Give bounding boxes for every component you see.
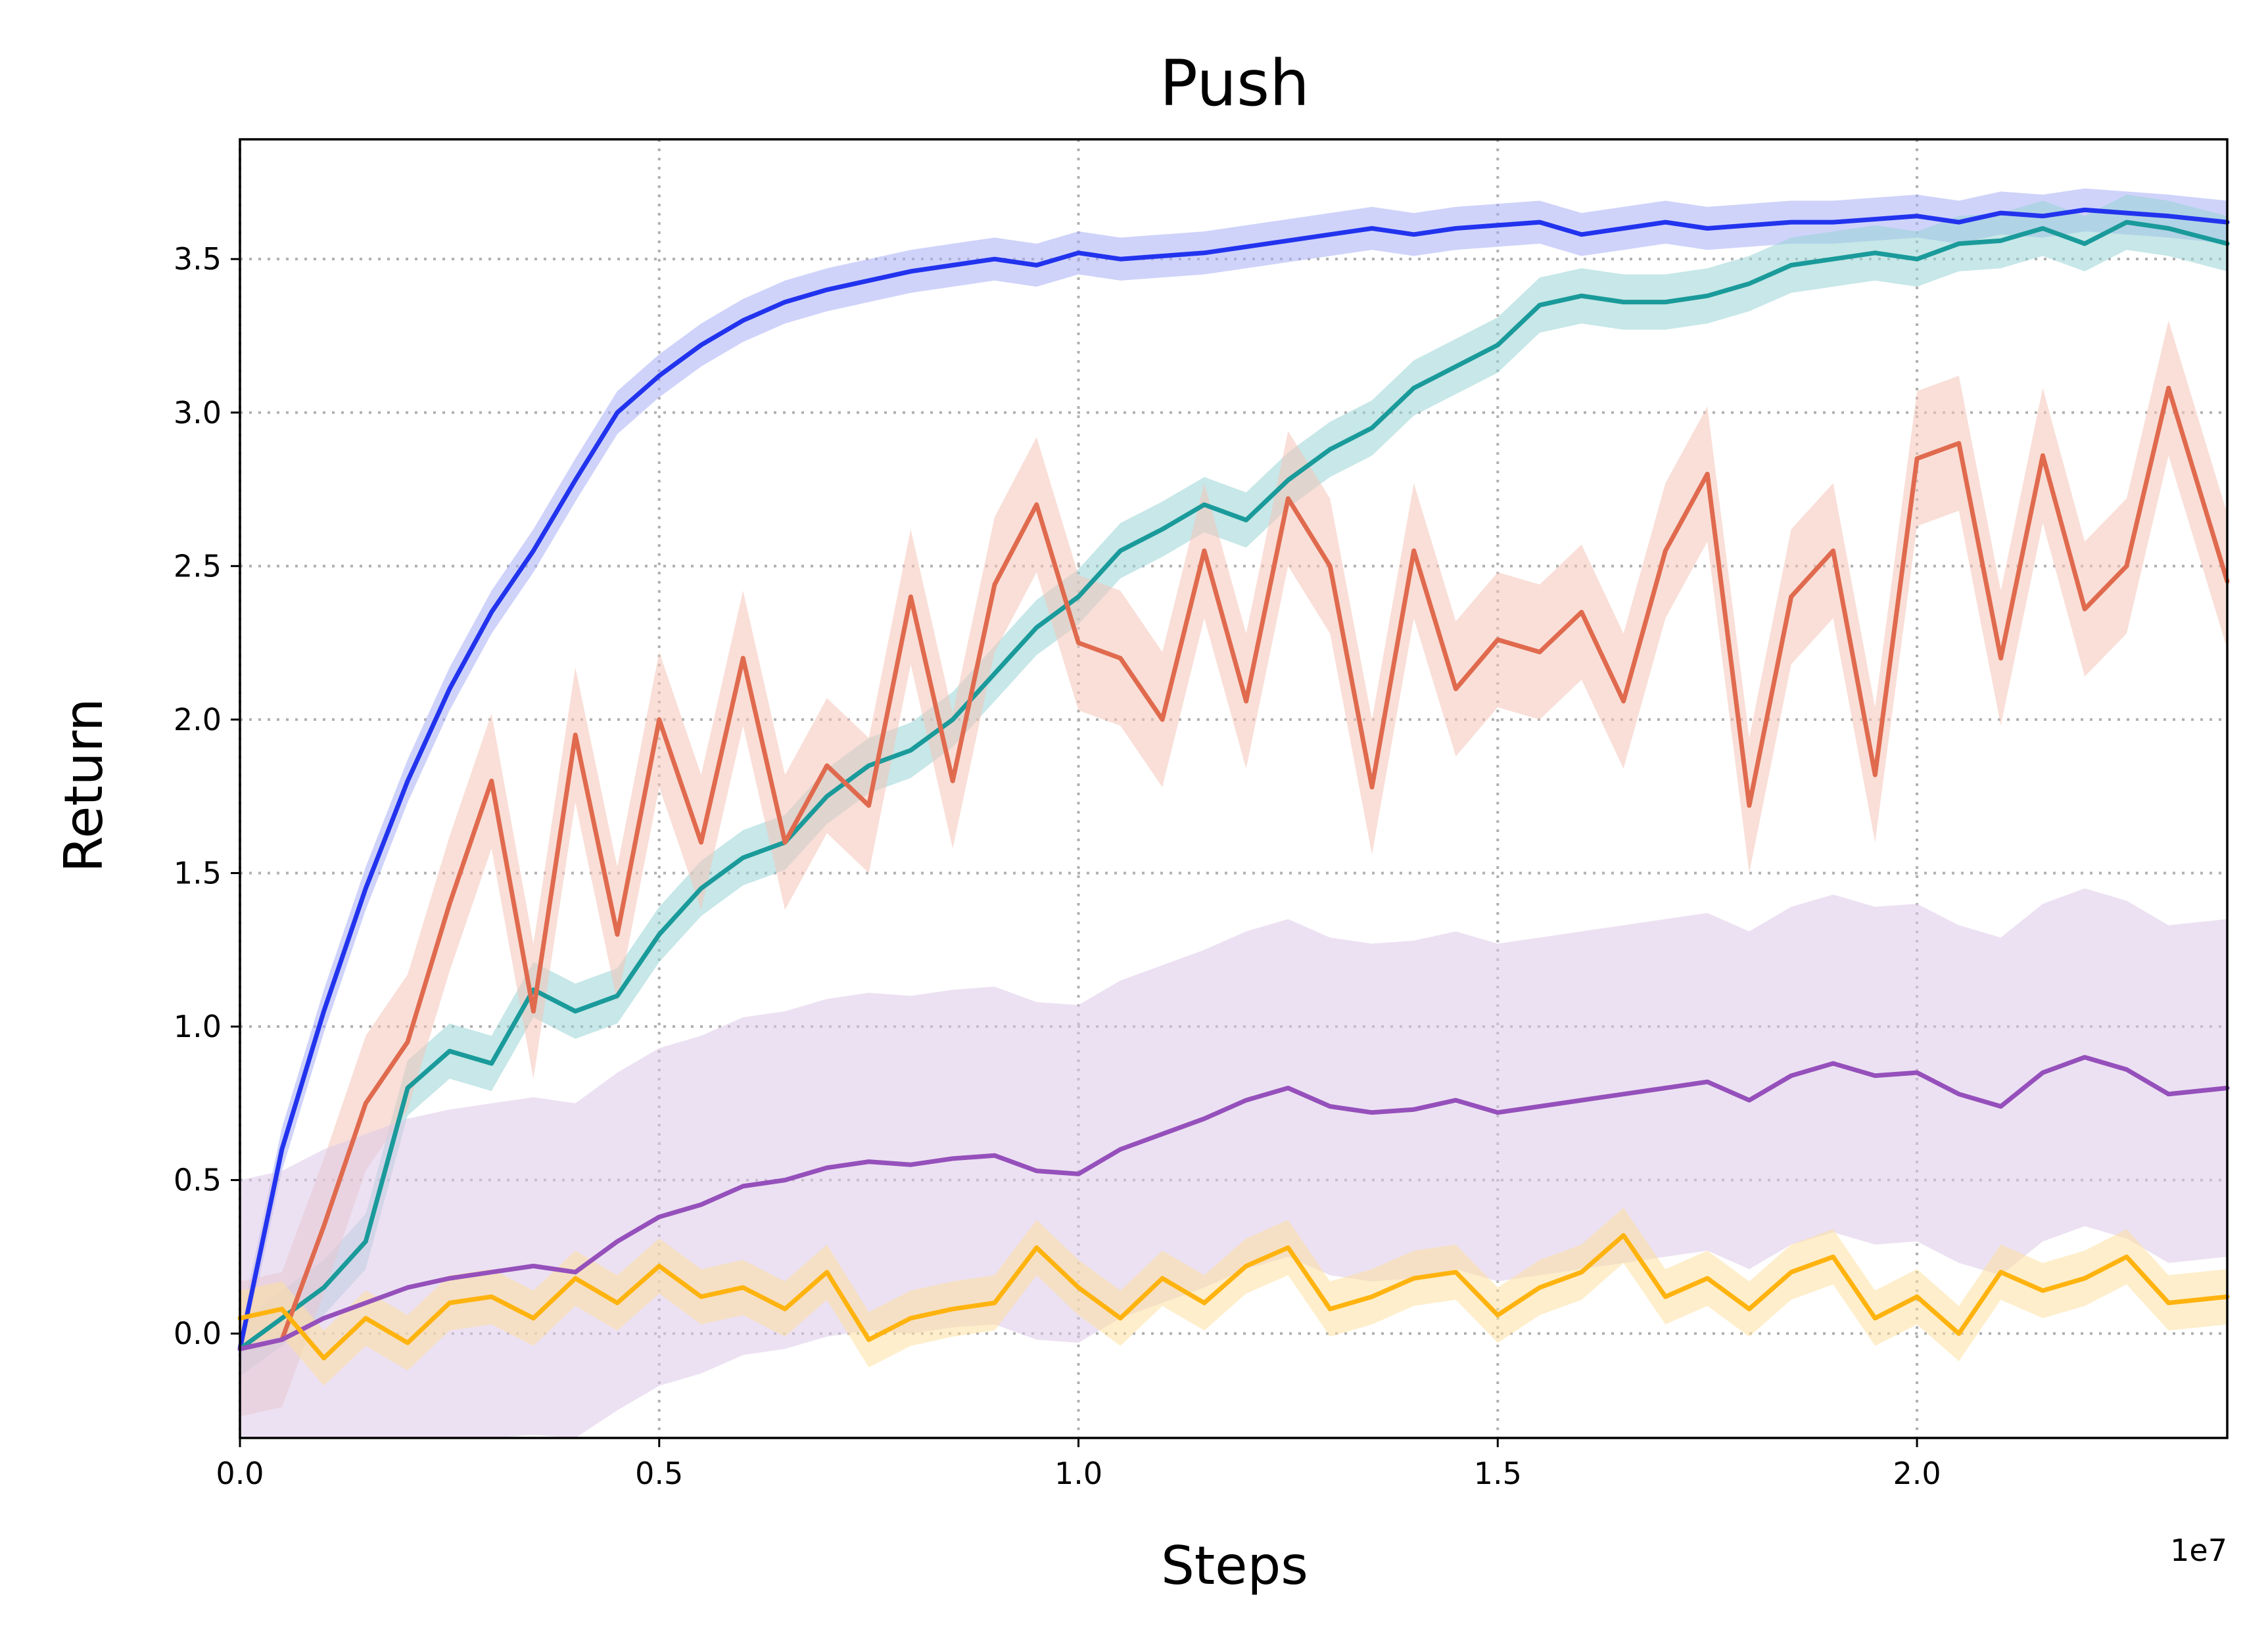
series-2-line bbox=[237, 220, 2230, 1351]
series-4-line bbox=[237, 1055, 2230, 1351]
y-tick-label: 2.5 bbox=[174, 548, 222, 584]
series-1-line bbox=[237, 207, 2230, 1351]
series-3-band bbox=[240, 320, 2227, 1417]
axis-ticks: 0.0 0.5 1.0 1.5 2.0 0.0 0.5 1.0 1.5 2.0 2.5 3.0 3.5 bbox=[174, 241, 1941, 1491]
series-5-line bbox=[237, 1233, 2230, 1360]
x-tick-label: 0.0 bbox=[216, 1456, 264, 1491]
x-tick-label: 1.5 bbox=[1474, 1456, 1522, 1491]
series-5-band bbox=[240, 1207, 2227, 1386]
x-tick-label: 0.5 bbox=[635, 1456, 683, 1491]
y-tick-label: 2.0 bbox=[174, 702, 222, 737]
y-tick-label: 0.0 bbox=[174, 1316, 222, 1351]
y-tick-label: 0.5 bbox=[174, 1163, 222, 1198]
y-axis-label: Return bbox=[53, 698, 114, 872]
plot-frame bbox=[239, 138, 2229, 1439]
x-tick-label: 1.0 bbox=[1054, 1456, 1102, 1491]
x-axis-label: Steps bbox=[1161, 1535, 1308, 1596]
y-tick-label: 1.0 bbox=[174, 1009, 222, 1044]
chart-title: Push bbox=[1160, 47, 1310, 120]
series-lines bbox=[237, 207, 2230, 1360]
y-tick-label: 3.5 bbox=[174, 241, 222, 277]
y-tick-label: 1.5 bbox=[174, 855, 222, 891]
y-tick-label: 3.0 bbox=[174, 395, 222, 430]
confidence-bands bbox=[240, 188, 2227, 1438]
x-offset-label: 1e7 bbox=[2170, 1533, 2227, 1568]
series-3-line bbox=[237, 385, 2230, 1351]
x-tick-label: 2.0 bbox=[1893, 1456, 1941, 1491]
